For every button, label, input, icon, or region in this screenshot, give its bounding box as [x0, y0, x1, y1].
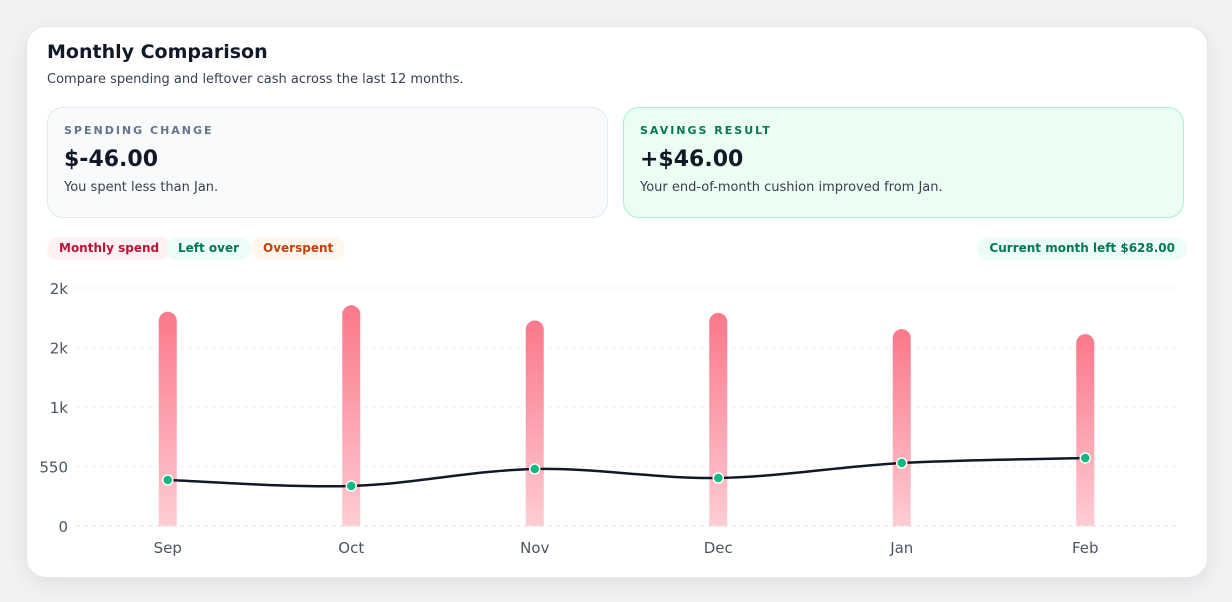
bar [709, 312, 728, 526]
point [896, 457, 908, 469]
bar [892, 329, 911, 526]
bar [158, 311, 177, 526]
x-tick-label: Oct [338, 539, 364, 557]
legend-chip[interactable]: Left over [166, 237, 252, 260]
legend-chip[interactable]: Overspent [251, 237, 346, 260]
point [345, 480, 357, 492]
y-tick-label: 550 [39, 459, 68, 477]
badge: Current month left $628.00 [977, 237, 1187, 260]
bar [525, 320, 544, 526]
point [162, 474, 174, 486]
line [167, 456, 1086, 488]
title: Monthly Comparison [47, 41, 268, 63]
card: SPENDING CHANGE $-46.00 You spent less t… [47, 107, 608, 218]
x-tick-label: Feb [1072, 539, 1099, 557]
card: SAVINGS RESULT +$46.00 Your end-of-month… [623, 107, 1184, 218]
y-tick-label: 2k [50, 280, 69, 298]
card-label: SAVINGS RESULT [640, 124, 772, 137]
card-note: Your end-of-month cushion improved from … [640, 180, 943, 195]
point [712, 472, 724, 484]
point [529, 463, 541, 475]
bar [1076, 334, 1095, 526]
x-tick-label: Jan [889, 539, 913, 557]
x-tick-label: Nov [520, 539, 549, 557]
x-tick-label: Dec [704, 539, 733, 557]
card-value: +$46.00 [640, 147, 744, 172]
y-tick-label: 0 [58, 518, 68, 536]
y-tick-label: 1k [50, 399, 69, 417]
card-value: $-46.00 [64, 147, 159, 172]
x-tick-label: Sep [154, 539, 182, 557]
point [1079, 452, 1091, 464]
card-note: You spent less than Jan. [64, 180, 219, 195]
bar [342, 305, 361, 526]
subtitle: Compare spending and leftover cash acros… [47, 72, 464, 87]
legend-chip[interactable]: Monthly spend [47, 237, 172, 260]
y-tick-label: 2k [50, 340, 69, 358]
panel: Monthly Comparison Compare spending and … [26, 26, 1208, 578]
card-label: SPENDING CHANGE [64, 124, 214, 137]
